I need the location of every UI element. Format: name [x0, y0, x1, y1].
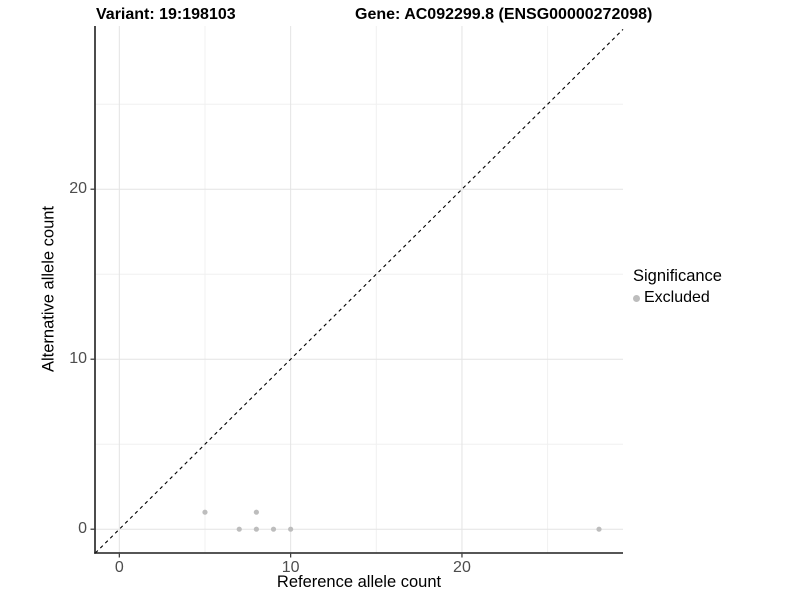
x-tick-label: 20 — [453, 559, 471, 576]
gene-title: Gene: AC092299.8 (ENSG00000272098) — [355, 6, 653, 23]
data-point — [596, 526, 602, 532]
x-tick-label: 10 — [281, 559, 300, 576]
legend-title: Significance — [633, 267, 722, 285]
data-point — [270, 526, 277, 532]
y-tick-label: 20 — [69, 180, 87, 198]
legend-point-icon — [633, 294, 640, 302]
legend-item-label: Excluded — [644, 289, 710, 306]
identity-dashed-line — [94, 29, 624, 554]
data-point — [288, 526, 294, 532]
y-tick-label: 10 — [69, 350, 87, 368]
data-point — [253, 509, 259, 515]
legend: Significance Excluded — [633, 266, 722, 307]
data-point — [253, 526, 259, 532]
y-axis-title: Alternative allele count — [39, 205, 58, 373]
legend-item-excluded: Excluded — [633, 289, 722, 307]
variant-title: Variant: 19:198103 — [96, 6, 236, 23]
data-point — [236, 526, 242, 532]
x-axis-title: Reference allele count — [276, 573, 442, 591]
data-point — [202, 509, 208, 515]
y-tick-label: 0 — [78, 520, 87, 538]
x-tick-label: 0 — [114, 559, 124, 576]
